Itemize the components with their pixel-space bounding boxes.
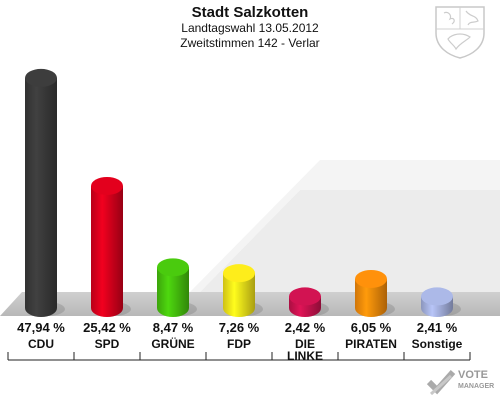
value-label: 7,26 % [218,320,260,335]
category-label: GRÜNE [151,337,195,351]
category-label: Sonstige [411,337,463,351]
logo-line-2: MANAGER [458,383,495,390]
bar-top [421,287,453,306]
chart-backdrop-shade [190,160,500,292]
value-label: 6,05 % [350,320,392,335]
bar-top [91,176,123,195]
category-label: DIE LINKE [287,337,323,363]
category-label: PIRATEN [345,337,397,351]
coat-of-arms-icon [430,3,490,64]
bar-body [25,77,57,317]
vote-manager-logo [425,368,457,403]
bar-top [157,258,189,277]
bar-die-linke [289,287,329,317]
category-label: FDP [227,337,251,351]
bar-spd [91,176,131,317]
bar-body [157,267,189,317]
bar-body [223,273,255,317]
category-label: CDU [28,337,54,351]
bar-top [355,269,387,288]
category-label: SPD [94,337,120,351]
value-label: 47,94 % [17,320,65,335]
value-label: 8,47 % [152,320,194,335]
value-label: 25,42 % [83,320,131,335]
chart-backdrop [60,190,500,292]
value-label: 2,42 % [284,320,326,335]
vote-manager-wordmark: VOTE MANAGER [458,370,494,392]
bar-sonstige [421,287,461,317]
chart-title: Stadt Salzkotten [191,4,309,21]
bar-fdp [223,264,263,317]
title-block: Stadt Salzkotten Landtagswahl 13.05.2012… [0,4,500,51]
logo-line-1: VOTE [458,369,488,381]
bar-cdu [25,68,65,317]
bar-grüne [157,258,197,317]
bar-top [25,68,57,87]
bar-body [355,278,387,317]
chart-subtitle-district: Zweitstimmen 142 - Verlar [180,36,320,50]
bar-top [223,264,255,283]
value-label: 2,41 % [416,320,458,335]
chart-subtitle-election: Landtagswahl 13.05.2012 [181,21,319,35]
bar-piraten [355,269,395,317]
bar-body [91,185,123,317]
bar-top [289,287,321,306]
